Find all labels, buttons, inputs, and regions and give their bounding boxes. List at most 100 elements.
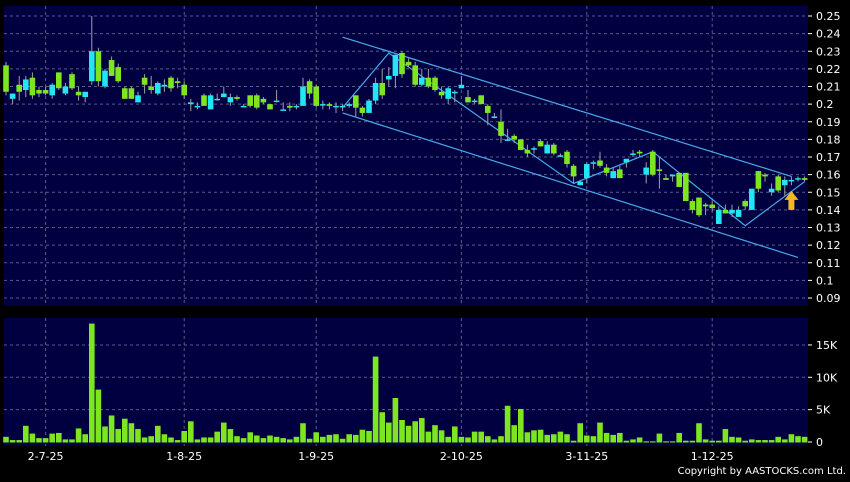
candle-body [775, 176, 781, 191]
volume-bar [419, 418, 425, 443]
candle [42, 86, 49, 96]
candle-body [313, 86, 319, 106]
candle-body [722, 209, 729, 214]
volume-bar [161, 434, 168, 443]
volume-bar [788, 434, 795, 443]
candle-body [359, 107, 366, 113]
volume-bar [399, 420, 405, 443]
candle-body [742, 201, 748, 207]
candle [465, 90, 471, 103]
candle [504, 128, 511, 142]
candle-body [762, 174, 768, 177]
candle-body [643, 167, 649, 175]
candle [689, 199, 696, 214]
candle-body [234, 97, 240, 99]
candle [511, 134, 517, 143]
candle [207, 93, 214, 110]
candle-body [465, 97, 471, 103]
volume-bar [115, 429, 121, 443]
candle [419, 68, 425, 87]
candle-body [320, 104, 326, 106]
candle [49, 82, 55, 99]
candle-body [749, 188, 755, 210]
candle-body [194, 105, 201, 108]
candle-body [168, 77, 174, 89]
volume-bar [564, 434, 570, 443]
candle-body [656, 169, 663, 172]
candle [155, 81, 161, 96]
candle [372, 77, 379, 105]
candle-body [392, 54, 399, 76]
volume-bar [511, 425, 517, 443]
volume-bar [36, 438, 42, 443]
volume-bar [240, 438, 247, 443]
candle [82, 91, 88, 103]
candle [412, 61, 418, 87]
volume-bar [425, 431, 432, 443]
candle-body [452, 91, 458, 94]
candle [194, 102, 201, 110]
candle-body [438, 91, 445, 96]
candle-body [511, 135, 517, 140]
volume-bar [590, 436, 597, 443]
volume-panel [4, 318, 808, 446]
volume-bar [762, 440, 768, 443]
candle-body [155, 82, 161, 94]
volume-bar [656, 433, 663, 443]
candle [570, 164, 577, 184]
candle [161, 79, 168, 92]
date-tick-label: 1-8-25 [166, 450, 202, 463]
candle [339, 104, 346, 112]
candle [108, 56, 115, 76]
candle [564, 149, 570, 168]
candle [742, 199, 748, 210]
volume-bar [702, 439, 709, 443]
volume-bar [379, 412, 385, 443]
candle-body [696, 197, 702, 216]
candle [537, 139, 544, 147]
candle-body [287, 105, 293, 108]
volume-bar [254, 435, 260, 443]
volume-bar [306, 438, 313, 443]
volume-bar [359, 429, 366, 443]
volume-bar [366, 431, 372, 443]
volume-bar [584, 435, 590, 443]
candle-body [9, 93, 16, 99]
volume-bar [603, 432, 610, 443]
volume-bar [174, 440, 181, 443]
candle [69, 72, 75, 91]
volume-bar [650, 441, 656, 443]
candle-body [260, 98, 267, 103]
candle-body [663, 178, 669, 180]
candle [359, 105, 366, 117]
candle-body [181, 84, 187, 96]
candle-body [333, 105, 339, 108]
volume-bar [471, 431, 478, 443]
candle-body [518, 139, 524, 150]
candle [75, 86, 82, 101]
candle [221, 86, 227, 98]
candle-body [689, 201, 696, 210]
price-tick-label: 0.19 [816, 116, 841, 129]
volume-bar [643, 441, 649, 443]
date-tick-label: 2-7-25 [28, 450, 64, 463]
volume-bar [320, 436, 326, 443]
candle [749, 188, 755, 210]
candle [405, 58, 412, 68]
candle [597, 151, 603, 168]
volume-bar [135, 429, 141, 443]
volume-bar [181, 431, 187, 443]
candle-body [306, 81, 313, 94]
candle [623, 158, 630, 168]
volume-bar [260, 438, 267, 443]
volume-bar [610, 434, 616, 443]
candle-body [23, 79, 29, 91]
volume-bar [273, 436, 280, 443]
price-tick-label: 0.18 [816, 133, 841, 146]
volume-bar [531, 430, 537, 443]
candle-body [221, 93, 227, 98]
volume-bar [188, 421, 194, 443]
price-tick-label: 0.15 [816, 186, 841, 199]
candle [333, 102, 339, 113]
candle [643, 162, 649, 184]
